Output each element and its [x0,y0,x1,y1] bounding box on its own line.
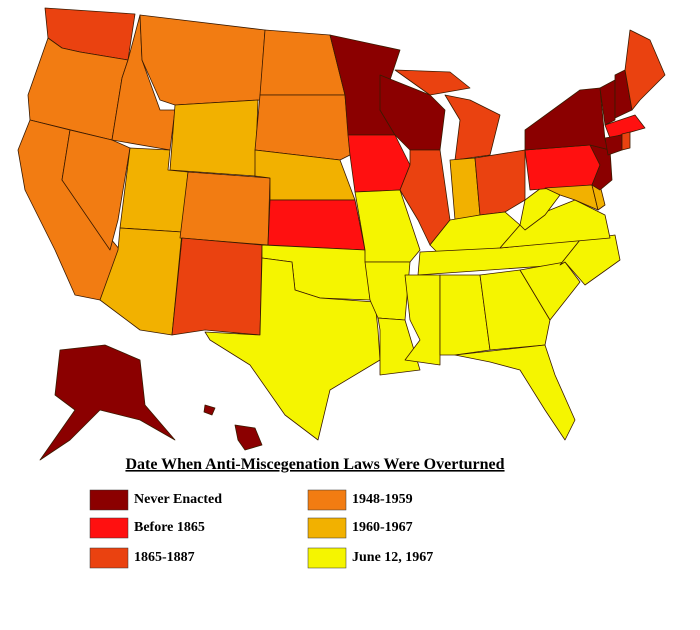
legend-label: 1865-1887 [134,550,195,565]
state [171,237,263,336]
state [599,79,616,126]
state [524,87,611,151]
legend-label: Before 1865 [134,520,205,535]
states [17,7,666,461]
state [474,149,526,216]
legend-swatch [307,517,347,539]
state [621,131,631,151]
legend-label: June 12, 1967 [352,550,433,565]
state [254,94,351,161]
legend-swatch [307,489,347,511]
state [203,404,216,416]
legend-label: 1948-1959 [352,492,413,507]
state [204,257,381,441]
state [544,184,599,211]
state [179,171,271,246]
state [347,134,411,193]
state [604,134,623,156]
state [519,261,581,321]
legend-label: 1960-1967 [352,520,413,535]
state [394,69,471,96]
legend-label: Never Enacted [134,492,222,507]
legend-swatch [307,547,347,569]
state [234,424,263,451]
state [399,149,451,246]
legend-swatch [89,489,129,511]
state [39,344,176,461]
legend: Never Enacted Before 1865 1865-1887 1948-19… [89,489,433,569]
state [169,99,259,177]
state [524,144,601,191]
state [604,114,646,139]
state [444,94,501,161]
state [454,344,576,441]
state [139,14,266,106]
state [624,29,666,111]
legend-swatch [89,547,129,569]
legend-title: Date When Anti-Miscegenation Laws Were O… [125,456,504,473]
state [267,199,366,251]
state [439,274,491,356]
state [479,269,551,351]
legend-swatch [89,517,129,539]
